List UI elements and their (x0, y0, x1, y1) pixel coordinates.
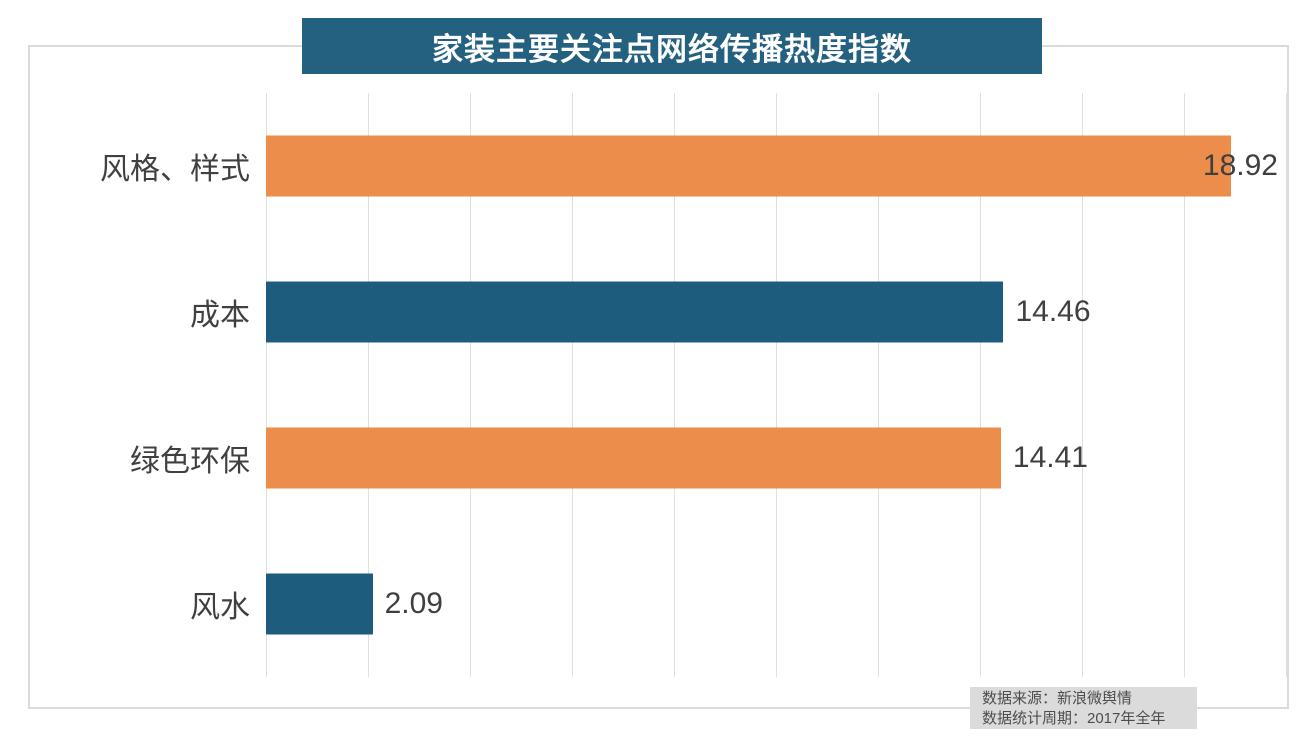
gridline (368, 93, 369, 677)
bar-3 (266, 573, 373, 635)
gridline (980, 93, 981, 677)
gridline (470, 93, 471, 677)
gridline (776, 93, 777, 677)
source-line: 数据来源：新浪微舆情 (982, 690, 1133, 707)
bar-row: 绿色环保 14.41 (130, 385, 1286, 531)
value-label: 14.41 (1012, 441, 1088, 474)
value-label: 2.09 (384, 587, 443, 620)
plot-area: 风格、样式 18.92 成本 14.46 绿色环保 14.41 风水 2.09 (100, 93, 1287, 677)
bar-2 (266, 427, 1001, 489)
chart-title: 家装主要关注点网络传播热度指数 (432, 31, 912, 67)
bar-0 (266, 135, 1231, 197)
category-label: 风水 (190, 591, 250, 624)
value-label: 18.92 (1202, 149, 1278, 182)
chart-title-banner: 家装主要关注点网络传播热度指数 (302, 18, 1042, 74)
bar-row: 风水 2.09 (190, 531, 1286, 677)
bar-row: 风格、样式 18.92 (100, 93, 1286, 239)
period-line: 数据统计周期：2017年全年 (982, 710, 1166, 727)
gridline (878, 93, 879, 677)
gridline (674, 93, 675, 677)
value-label: 14.46 (1015, 295, 1091, 328)
gridline (266, 93, 267, 677)
gridline (1082, 93, 1083, 677)
gridline (1184, 93, 1185, 677)
bar-1 (266, 281, 1004, 343)
gridline (1286, 93, 1287, 677)
category-label: 风格、样式 (100, 153, 250, 186)
category-label: 成本 (190, 299, 250, 332)
source-box: 数据来源：新浪微舆情 数据统计周期：2017年全年 (970, 687, 1197, 729)
gridline (572, 93, 573, 677)
category-label: 绿色环保 (130, 445, 250, 478)
bar-row: 成本 14.46 (190, 239, 1286, 385)
